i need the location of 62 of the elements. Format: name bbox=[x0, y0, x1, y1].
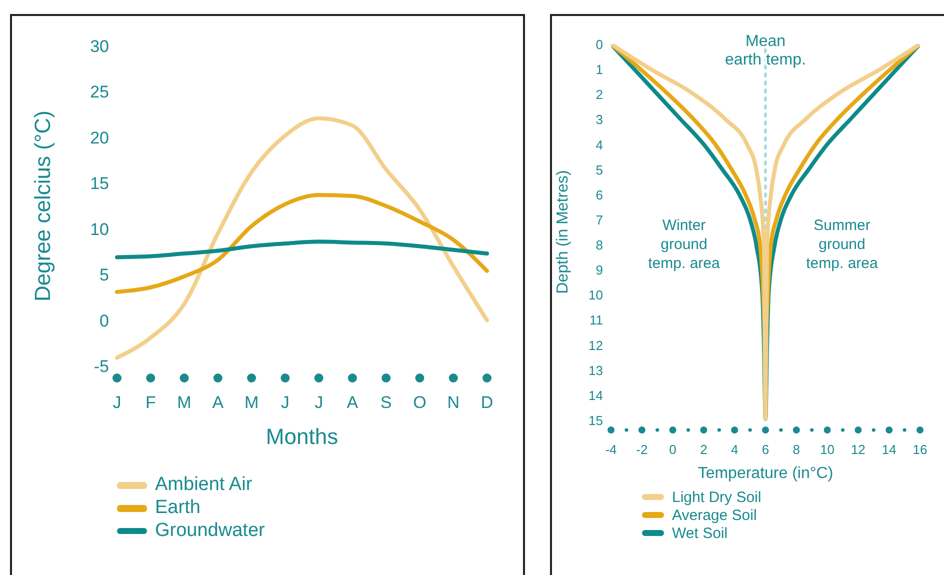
legend-label: Average Soil bbox=[672, 506, 757, 524]
x-tick-label: 12 bbox=[850, 442, 866, 457]
y-tick-label: 4 bbox=[596, 137, 603, 152]
y-tick-label: 9 bbox=[596, 262, 603, 278]
x-tick-label: 0 bbox=[669, 442, 676, 457]
y-tick-label: 25 bbox=[90, 82, 109, 102]
annotation: Summer ground temp. area bbox=[805, 216, 879, 273]
x-axis-title: Months bbox=[266, 424, 338, 449]
x-tick-label: A bbox=[346, 393, 359, 412]
x-tick-label: O bbox=[413, 393, 426, 412]
x-tick-label: M bbox=[244, 393, 259, 412]
x-tick-label: J bbox=[112, 393, 122, 412]
y-tick-label: 5 bbox=[596, 162, 603, 178]
x-tick-label: -2 bbox=[636, 442, 648, 457]
x-tick-label: N bbox=[447, 393, 460, 412]
x-tick-label: A bbox=[212, 393, 224, 412]
x-tick-label: 2 bbox=[700, 442, 708, 457]
y-tick-label: 13 bbox=[588, 362, 603, 378]
y-tick-label: -5 bbox=[94, 357, 109, 376]
x-tick-label: 14 bbox=[882, 442, 896, 457]
x-tick-label: D bbox=[480, 393, 494, 412]
legend-label: Groundwater bbox=[155, 520, 265, 542]
line-series bbox=[115, 240, 489, 260]
x-tick-label: M bbox=[177, 393, 192, 412]
legend-label: Ambient Air bbox=[155, 474, 252, 496]
ref-line-label: Mean earth temp. bbox=[725, 33, 806, 68]
y-tick-label: 5 bbox=[100, 266, 109, 285]
x-tick-label: J bbox=[314, 393, 324, 412]
line-series bbox=[115, 116, 489, 360]
y-axis-title: Degree celcius (°C) bbox=[30, 110, 55, 302]
y-tick-label: 30 bbox=[90, 37, 109, 56]
y-tick-label: 10 bbox=[90, 220, 109, 239]
y-tick-label: 8 bbox=[596, 238, 603, 253]
y-tick-label: 12 bbox=[588, 338, 603, 353]
x-tick-label: J bbox=[280, 393, 290, 412]
x-axis-title: Temperature (in°C) bbox=[698, 465, 834, 482]
legend-label: Wet Soil bbox=[672, 524, 728, 542]
annotation: Winter ground temp. area bbox=[647, 216, 721, 273]
x-tick-label: -4 bbox=[605, 442, 617, 457]
y-tick-label: 0 bbox=[596, 37, 603, 52]
y-tick-label: 10 bbox=[588, 288, 603, 303]
x-tick-label: 4 bbox=[730, 442, 738, 457]
x-tick-label: 8 bbox=[792, 442, 800, 457]
x-tick-label: S bbox=[380, 393, 392, 412]
y-axis-title: Depth (in Metres) bbox=[554, 170, 572, 294]
x-tick-label: 10 bbox=[820, 442, 835, 457]
y-tick-label: 15 bbox=[90, 174, 109, 194]
legend-label: Earth bbox=[155, 497, 200, 520]
x-tick-label: 6 bbox=[762, 442, 770, 457]
x-tick-label: 16 bbox=[912, 442, 928, 457]
y-tick-label: 11 bbox=[590, 312, 603, 328]
line-series bbox=[115, 193, 489, 294]
legend-label: Light Dry Soil bbox=[672, 488, 762, 506]
y-tick-label: 1 bbox=[596, 62, 603, 78]
y-tick-label: 7 bbox=[596, 212, 603, 228]
y-tick-label: 3 bbox=[596, 112, 603, 128]
y-tick-label: 15 bbox=[588, 413, 603, 428]
y-tick-label: 6 bbox=[596, 187, 603, 202]
x-tick-label: F bbox=[145, 393, 156, 412]
y-tick-label: 20 bbox=[90, 128, 109, 148]
y-tick-label: 0 bbox=[100, 311, 109, 330]
y-tick-label: 2 bbox=[596, 87, 603, 102]
